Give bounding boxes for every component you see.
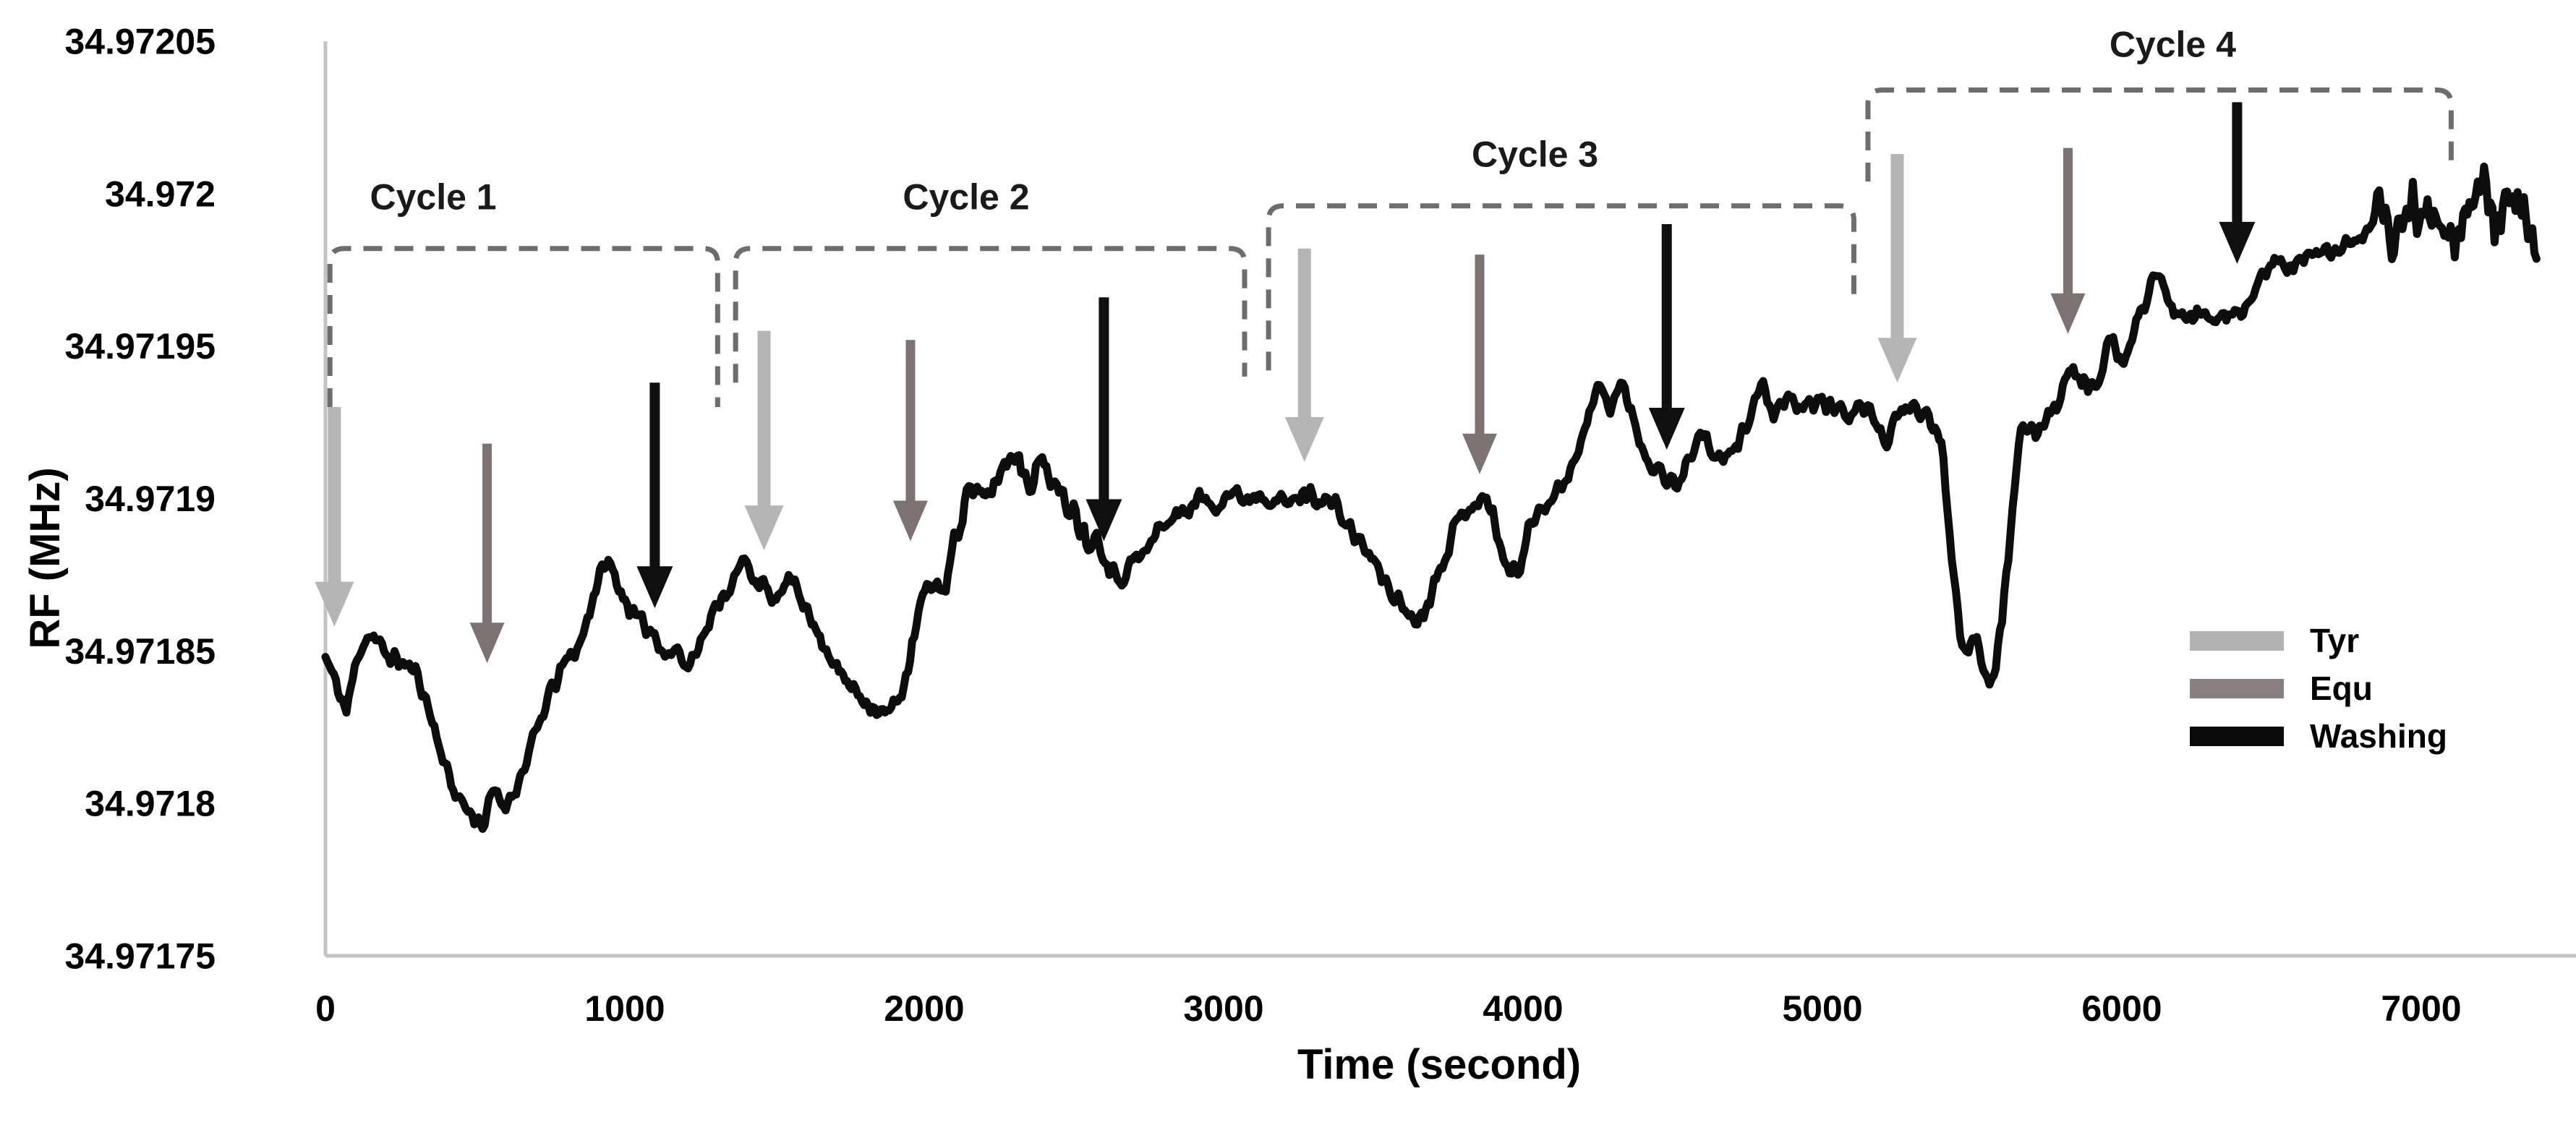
cycle-label: Cycle 1	[370, 177, 496, 218]
y-tick-label: 34.97185	[64, 631, 216, 672]
legend-swatch-washing	[2190, 727, 2284, 746]
cycle-label: Cycle 2	[903, 177, 1029, 218]
x-tick-label: 2000	[884, 988, 964, 1029]
x-tick-label: 5000	[1782, 988, 1862, 1029]
legend-label: Equ	[2310, 669, 2373, 707]
cycle-label: Cycle 3	[1472, 134, 1598, 175]
legend-label: Tyr	[2310, 622, 2359, 659]
y-tick-label: 34.9718	[85, 784, 216, 824]
cycle-label: Cycle 4	[2110, 25, 2236, 65]
cycle-bracket	[327, 246, 720, 407]
x-tick-label: 3000	[1183, 988, 1263, 1029]
x-tick-label: 1000	[584, 988, 665, 1029]
x-axis-title: Time (second)	[1297, 1041, 1581, 1088]
legend-swatch-equ	[2190, 679, 2284, 698]
x-tick-label: 0	[315, 988, 336, 1029]
y-tick-label: 34.97195	[64, 326, 216, 367]
tyr-arrow-head-icon	[744, 505, 784, 551]
washing-arrow-head-icon	[1648, 408, 1685, 450]
y-tick-label: 34.972	[105, 174, 216, 214]
legend-swatch-tyr	[2190, 631, 2284, 651]
cycle-bracket	[1865, 87, 2454, 181]
y-axis-title: RF (MHz)	[22, 467, 69, 649]
washing-arrow-head-icon	[2219, 221, 2256, 264]
tyr-arrow-head-icon	[1284, 416, 1324, 462]
equ-arrow-head-icon	[1462, 433, 1497, 474]
x-tick-label: 4000	[1483, 988, 1563, 1029]
equ-arrow-head-icon	[892, 500, 928, 542]
tyr-arrow-head-icon	[315, 581, 354, 627]
x-tick-label: 7000	[2381, 988, 2461, 1029]
rf-signal-line	[321, 162, 2541, 833]
y-tick-label: 34.9719	[85, 479, 216, 519]
x-tick-label: 6000	[2081, 988, 2162, 1029]
legend-label: Washing	[2310, 717, 2447, 755]
y-tick-label: 34.97175	[64, 936, 216, 977]
equ-arrow-head-icon	[2050, 293, 2086, 334]
cycle-bracket	[1266, 203, 1856, 371]
equ-arrow-head-icon	[469, 623, 505, 664]
washing-arrow-head-icon	[636, 566, 673, 609]
y-tick-label: 34.97205	[64, 21, 216, 61]
tyr-arrow-head-icon	[1877, 338, 1917, 383]
cycle-bracket	[733, 246, 1248, 383]
washing-arrow-head-icon	[1086, 499, 1122, 542]
